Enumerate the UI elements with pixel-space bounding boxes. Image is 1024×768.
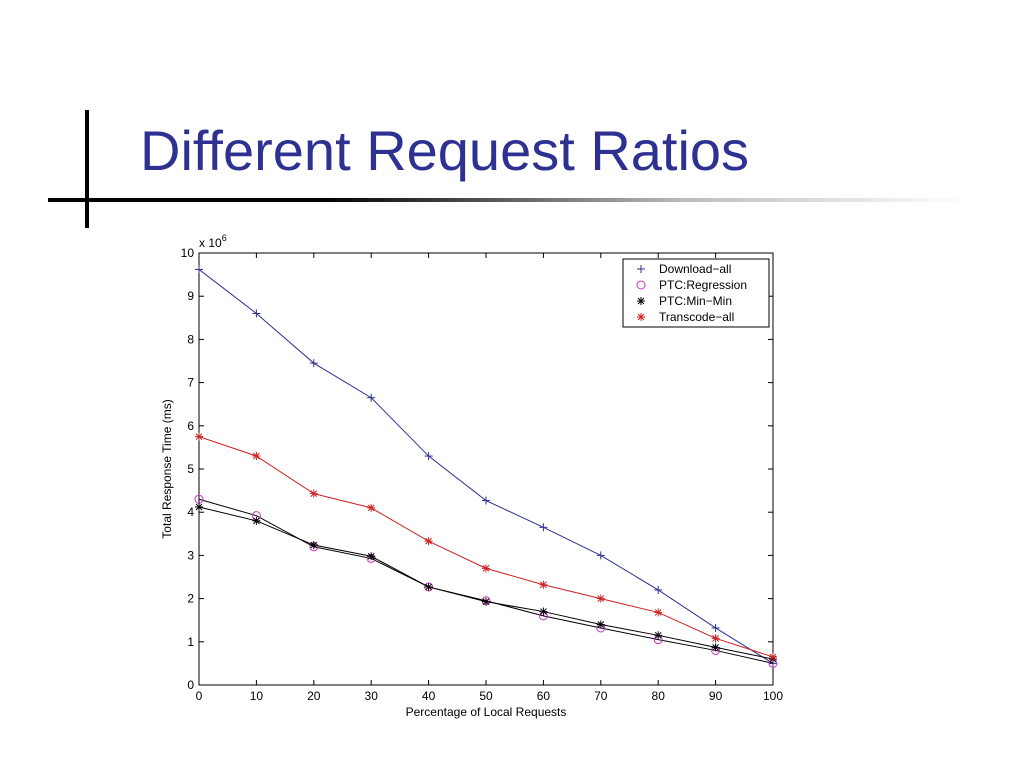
x-tick-label: 70 <box>594 689 608 703</box>
data-point-marker <box>195 503 203 511</box>
data-point <box>596 594 605 603</box>
data-point-marker <box>654 631 662 639</box>
x-tick-label: 90 <box>709 689 723 703</box>
data-point <box>596 551 605 560</box>
legend-marker <box>636 280 646 290</box>
y-tick-label: 7 <box>187 376 194 390</box>
series-4 <box>195 432 777 661</box>
x-tick-label: 30 <box>365 689 379 703</box>
data-point <box>367 552 376 561</box>
x-tick-label: 20 <box>307 689 321 703</box>
legend-item: Transcode−all <box>637 310 734 324</box>
x-tick-label: 0 <box>196 689 203 703</box>
data-point <box>195 432 203 441</box>
y-tick-label: 3 <box>187 548 194 562</box>
slide-title: Different Request Ratios <box>140 119 750 182</box>
data-point <box>711 634 720 643</box>
x-tick-label: 80 <box>652 689 666 703</box>
data-point <box>424 582 433 591</box>
y-tick-label: 10 <box>181 246 195 260</box>
legend-item: PTC:Regression <box>636 278 747 292</box>
y-tick-label: 8 <box>187 332 194 346</box>
data-point <box>654 585 663 594</box>
data-point <box>424 452 433 461</box>
data-point <box>424 537 433 546</box>
data-point-marker <box>253 517 260 525</box>
data-point <box>654 631 663 640</box>
data-point-marker <box>654 609 662 616</box>
decorative-horizontal-rule <box>48 198 968 202</box>
data-point-marker <box>482 598 490 605</box>
data-point-marker <box>540 608 547 615</box>
data-point-marker <box>712 644 719 651</box>
x-tick-label: 60 <box>537 689 551 703</box>
data-point <box>309 489 318 498</box>
data-point-marker <box>310 541 318 549</box>
data-point <box>309 541 318 550</box>
data-point <box>252 516 261 525</box>
y-tick-label: 5 <box>187 462 194 476</box>
data-point-marker <box>597 621 605 628</box>
data-point <box>482 496 490 505</box>
data-point <box>195 265 203 274</box>
data-point <box>309 359 318 368</box>
y-tick-label: 9 <box>187 289 194 303</box>
legend-item: Download−all <box>637 262 731 276</box>
data-point <box>539 607 548 616</box>
legend-marker <box>637 297 645 305</box>
y-multiplier-label: x 106 <box>199 233 227 250</box>
data-point <box>769 652 777 661</box>
data-point-marker <box>597 595 605 602</box>
legend-label: Transcode−all <box>659 310 734 324</box>
data-point <box>654 608 663 617</box>
y-tick-label: 2 <box>187 592 194 606</box>
data-point <box>482 597 490 606</box>
data-point <box>539 523 548 532</box>
legend-label: PTC:Min−Min <box>659 294 732 308</box>
data-point-marker <box>540 581 547 589</box>
data-point-marker <box>195 433 203 440</box>
legend-marker <box>637 313 645 321</box>
data-point-marker <box>425 583 432 591</box>
y-multiplier-exponent: 6 <box>222 233 227 243</box>
y-tick-label: 0 <box>187 678 194 692</box>
data-point <box>195 503 203 512</box>
data-point <box>367 503 376 512</box>
data-point <box>539 580 548 589</box>
legend-label: PTC:Regression <box>659 278 747 292</box>
y-tick-label: 4 <box>187 505 194 519</box>
data-point <box>711 643 720 652</box>
x-tick-label: 100 <box>763 689 783 703</box>
data-point-marker <box>769 653 777 661</box>
data-point-marker <box>482 565 490 572</box>
x-tick-label: 10 <box>250 689 264 703</box>
legend-box <box>622 258 770 328</box>
x-tick-label: 40 <box>422 689 436 703</box>
data-point <box>482 564 490 573</box>
x-axis-label: Percentage of Local Requests <box>406 705 567 719</box>
data-point-marker <box>253 452 260 460</box>
data-point-marker <box>367 504 375 512</box>
data-point <box>711 623 720 632</box>
data-point-marker <box>367 552 375 560</box>
data-point-marker <box>310 490 318 497</box>
x-tick-label: 50 <box>479 689 493 703</box>
data-point <box>252 452 261 461</box>
y-tick-label: 1 <box>187 635 194 649</box>
data-point-marker <box>425 537 432 545</box>
data-point <box>596 620 605 629</box>
data-point <box>367 393 376 402</box>
y-tick-label: 6 <box>187 419 194 433</box>
legend: Download−all PTC:Regression PTC:Min−Min Tra… <box>622 258 770 328</box>
y-axis-label: Total Response Time (ms) <box>160 399 174 538</box>
legend-item: PTC:Min−Min <box>637 294 732 308</box>
legend-label: Download−all <box>659 262 731 276</box>
data-point <box>252 309 261 318</box>
data-point-marker <box>712 634 719 642</box>
decorative-vertical-rule <box>85 110 89 228</box>
